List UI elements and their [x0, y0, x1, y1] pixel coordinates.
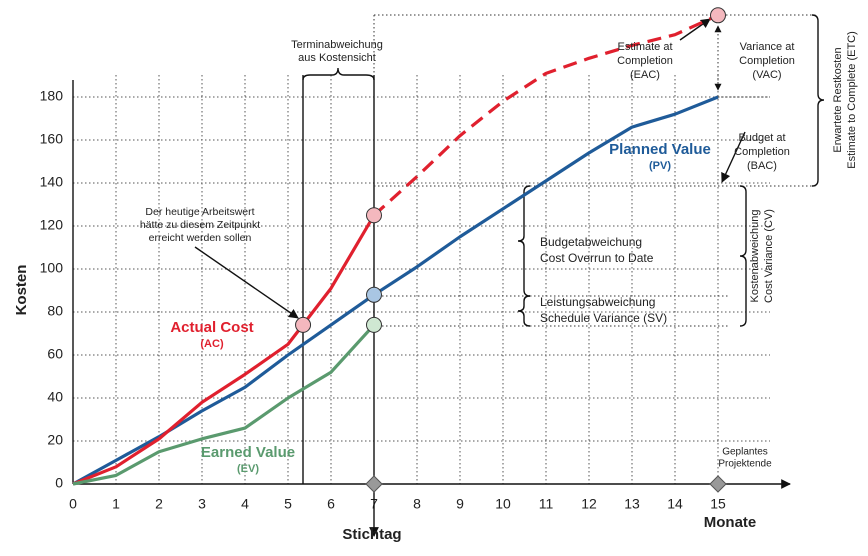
x-tick-label: 13: [624, 496, 640, 512]
y-tick-label: 80: [47, 303, 63, 319]
annotation: aus Kostensicht: [298, 52, 376, 64]
annotation: Leistungsabweichung: [540, 295, 655, 309]
annotation: Cost Overrun to Date: [540, 251, 654, 265]
x-tick-label: 12: [581, 496, 597, 512]
point-marker: [366, 286, 382, 303]
series-label: Planned Value: [609, 141, 711, 158]
x-tick-label: 15: [710, 496, 726, 512]
annotation: Cost Variance (CV): [763, 209, 775, 303]
arrow: [679, 18, 711, 41]
y-tick-label: 40: [47, 389, 63, 405]
x-tick-label: 10: [495, 496, 511, 512]
bracket: [302, 67, 375, 81]
y-tick-label: 60: [47, 346, 63, 362]
arrow: [194, 246, 299, 319]
series-label: (AC): [200, 338, 224, 350]
series-line: [72, 95, 719, 486]
point-marker: [366, 207, 382, 224]
annotation: Estimate at: [617, 41, 672, 53]
annotation: Kostenabweichung: [749, 210, 761, 303]
annotation: Erwartete Restkosten: [832, 47, 844, 152]
y-tick-label: 160: [40, 131, 64, 147]
x-tick-label: 2: [155, 496, 163, 512]
diamond: [365, 475, 383, 493]
annotation: (VAC): [752, 69, 781, 81]
series-label: Earned Value: [201, 444, 295, 461]
x-tick-label: 3: [198, 496, 206, 512]
x-tick-label: 9: [456, 496, 464, 512]
annotation: Variance at: [740, 41, 795, 53]
x-tick-label: 8: [413, 496, 421, 512]
bracket: [517, 295, 531, 327]
point-marker: [366, 316, 382, 333]
annotation: Schedule Variance (SV): [540, 311, 667, 325]
plot: [72, 7, 727, 493]
guide-line: [302, 75, 375, 525]
annotation: (BAC): [747, 160, 777, 172]
point-marker: [295, 316, 312, 333]
x-tick-label: 11: [539, 496, 554, 512]
labels: Terminabweichung aus Kostensicht Estimat…: [13, 31, 858, 543]
x-tick-label: 0: [69, 496, 77, 512]
bracket: [517, 185, 531, 297]
annotation: (EAC): [630, 69, 660, 81]
diamond: [709, 475, 727, 493]
x-axis-label: Monate: [704, 514, 757, 531]
y-tick-label: 180: [40, 88, 64, 104]
annotation: Estimate to Complete (ETC): [846, 31, 858, 169]
y-axis-label: Kosten: [13, 265, 30, 316]
annotation: Completion: [734, 146, 790, 158]
annotation: Budgetabweichung: [540, 235, 642, 249]
series-line: [372, 13, 719, 217]
annotation: erreicht werden sollen: [149, 232, 252, 244]
annotation: Completion: [739, 55, 795, 67]
annotation: Projektende: [718, 459, 772, 470]
y-tick-label: 0: [55, 475, 63, 491]
point-marker: [710, 7, 726, 24]
x-tick-label: 5: [284, 496, 292, 512]
y-tick-label: 120: [40, 217, 64, 233]
series-line: [72, 214, 376, 486]
annotation: Completion: [617, 55, 673, 67]
annotation: Budget at: [738, 132, 785, 144]
x-tick-label: 4: [241, 496, 249, 512]
series-label: Actual Cost: [170, 319, 253, 336]
bracket: [811, 14, 825, 187]
annotation: Terminabweichung: [291, 39, 383, 51]
bracket: [739, 185, 747, 327]
series-line: [72, 323, 376, 486]
reporting-date-label: Stichtag: [342, 526, 401, 543]
annotation: Der heutige Arbeitswert: [145, 206, 254, 218]
x-tick-label: 6: [327, 496, 335, 512]
series-label: (PV): [649, 160, 671, 172]
series-label: (EV): [237, 463, 259, 475]
y-tick-label: 140: [40, 174, 64, 190]
y-tick-label: 20: [47, 432, 63, 448]
annotation: hätte zu diesem Zeitpunkt: [140, 219, 260, 231]
y-tick-label: 100: [40, 260, 64, 276]
x-tick-label: 1: [112, 496, 120, 512]
annotation: Geplantes: [722, 447, 768, 458]
arrow: [721, 131, 746, 183]
x-tick-label: 14: [667, 496, 683, 512]
